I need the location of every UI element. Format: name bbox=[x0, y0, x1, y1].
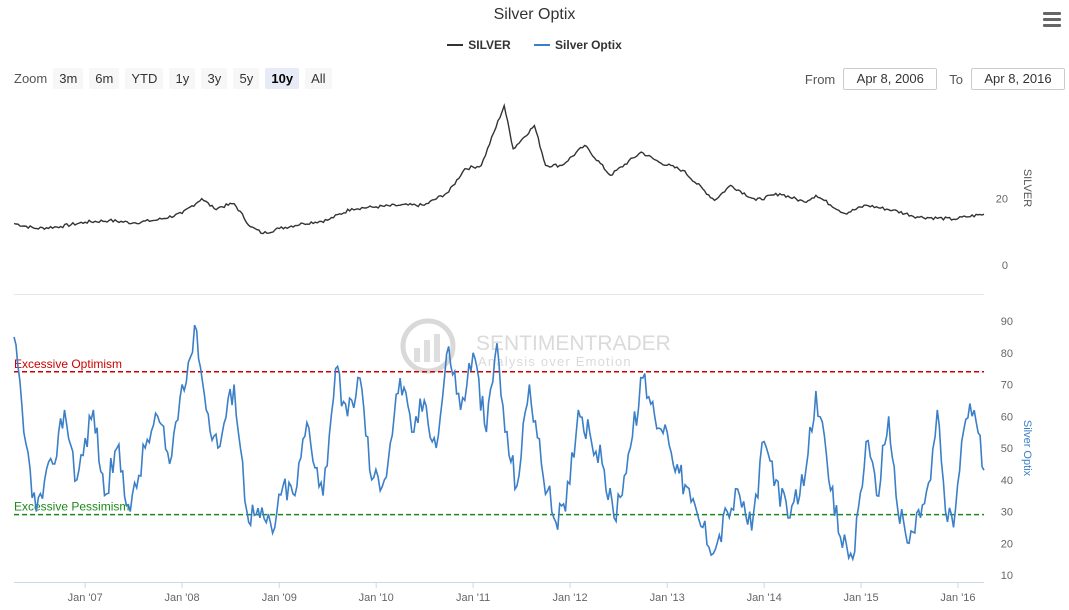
y-axis-tick-label-optix: 30 bbox=[1001, 507, 1013, 519]
zoom-button-6m[interactable]: 6m bbox=[89, 68, 120, 89]
legend-label-silver-optix: Silver Optix bbox=[555, 38, 622, 52]
y-axis-title-silver: SILVER bbox=[1021, 169, 1033, 207]
zoom-button-10y[interactable]: 10y bbox=[265, 68, 300, 89]
x-axis-tick-label: Jan '13 bbox=[650, 592, 685, 604]
watermark-name: SENTIMENTRADER bbox=[476, 332, 671, 355]
x-axis-tick-label: Jan '10 bbox=[359, 592, 394, 604]
to-label: To bbox=[949, 71, 963, 87]
chart-title: Silver Optix bbox=[493, 6, 576, 23]
legend: SILVER Silver Optix bbox=[0, 35, 1069, 52]
legend-label-silver: SILVER bbox=[468, 38, 511, 52]
date-range: From Apr 8, 2006 To Apr 8, 2016 bbox=[805, 68, 1065, 90]
zoom-button-1y[interactable]: 1y bbox=[169, 68, 196, 89]
y-axis-tick-label-silver: 0 bbox=[1002, 260, 1008, 272]
x-axis-tick-label: Jan '14 bbox=[747, 592, 782, 604]
x-axis-tick-label: Jan '07 bbox=[68, 592, 103, 604]
x-axis-tick-label: Jan '11 bbox=[456, 592, 490, 604]
watermark-tagline: Analysis over Emotion bbox=[478, 354, 632, 369]
from-date-input[interactable]: Apr 8, 2006 bbox=[843, 68, 938, 90]
silver-price-line bbox=[13, 102, 985, 235]
y-axis-tick-label-optix: 70 bbox=[1001, 380, 1013, 392]
legend-item-silver-optix[interactable]: Silver Optix bbox=[534, 38, 622, 52]
legend-item-silver[interactable]: SILVER bbox=[447, 38, 511, 52]
legend-line-silver-optix bbox=[534, 44, 551, 46]
y-axis-title-optix: Silver Optix bbox=[1021, 420, 1033, 477]
watermark-logo-icon bbox=[400, 318, 456, 374]
threshold-label-optimism: Excessive Optimism bbox=[14, 357, 122, 371]
hamburger-menu-icon[interactable] bbox=[1043, 12, 1061, 28]
y-axis-tick-label-silver: 20 bbox=[996, 194, 1008, 206]
zoom-button-3m[interactable]: 3m bbox=[53, 68, 84, 89]
y-axis-tick-label-optix: 10 bbox=[1001, 570, 1013, 582]
zoom-label: Zoom bbox=[14, 71, 48, 86]
x-axis-tick-label: Jan '15 bbox=[843, 592, 878, 604]
zoom-button-3y[interactable]: 3y bbox=[201, 68, 228, 89]
y-axis-tick-label-optix: 90 bbox=[1001, 316, 1013, 328]
watermark-logo-bar bbox=[414, 348, 420, 362]
x-axis-tick-label: Jan '08 bbox=[165, 592, 200, 604]
from-label: From bbox=[804, 71, 836, 87]
zoom-button-5y[interactable]: 5y bbox=[233, 68, 260, 89]
x-axis-tick-label: Jan '12 bbox=[552, 592, 587, 604]
y-axis-tick-label-optix: 80 bbox=[1001, 348, 1013, 360]
x-axis-tick-label: Jan '16 bbox=[940, 592, 975, 604]
y-axis-tick-label-optix: 20 bbox=[1001, 538, 1013, 550]
y-axis-tick-label-optix: 50 bbox=[1001, 443, 1013, 455]
range-selector: Zoom 3m 6m YTD 1y 3y 5y 10y All bbox=[14, 68, 338, 89]
legend-line-silver bbox=[447, 44, 464, 46]
zoom-button-all[interactable]: All bbox=[305, 68, 332, 89]
watermark-logo-bar bbox=[434, 334, 440, 362]
x-axis-tick-label: Jan '09 bbox=[262, 592, 297, 604]
silver-optix-line bbox=[13, 324, 985, 562]
y-axis-tick-label-optix: 40 bbox=[1001, 475, 1013, 487]
threshold-label-pessimism: Excessive Pessimism bbox=[14, 500, 129, 514]
watermark-logo-bar bbox=[424, 340, 430, 362]
zoom-button-ytd[interactable]: YTD bbox=[125, 68, 164, 89]
y-axis-tick-label-optix: 60 bbox=[1001, 411, 1013, 423]
to-date-input[interactable]: Apr 8, 2016 bbox=[971, 68, 1065, 90]
